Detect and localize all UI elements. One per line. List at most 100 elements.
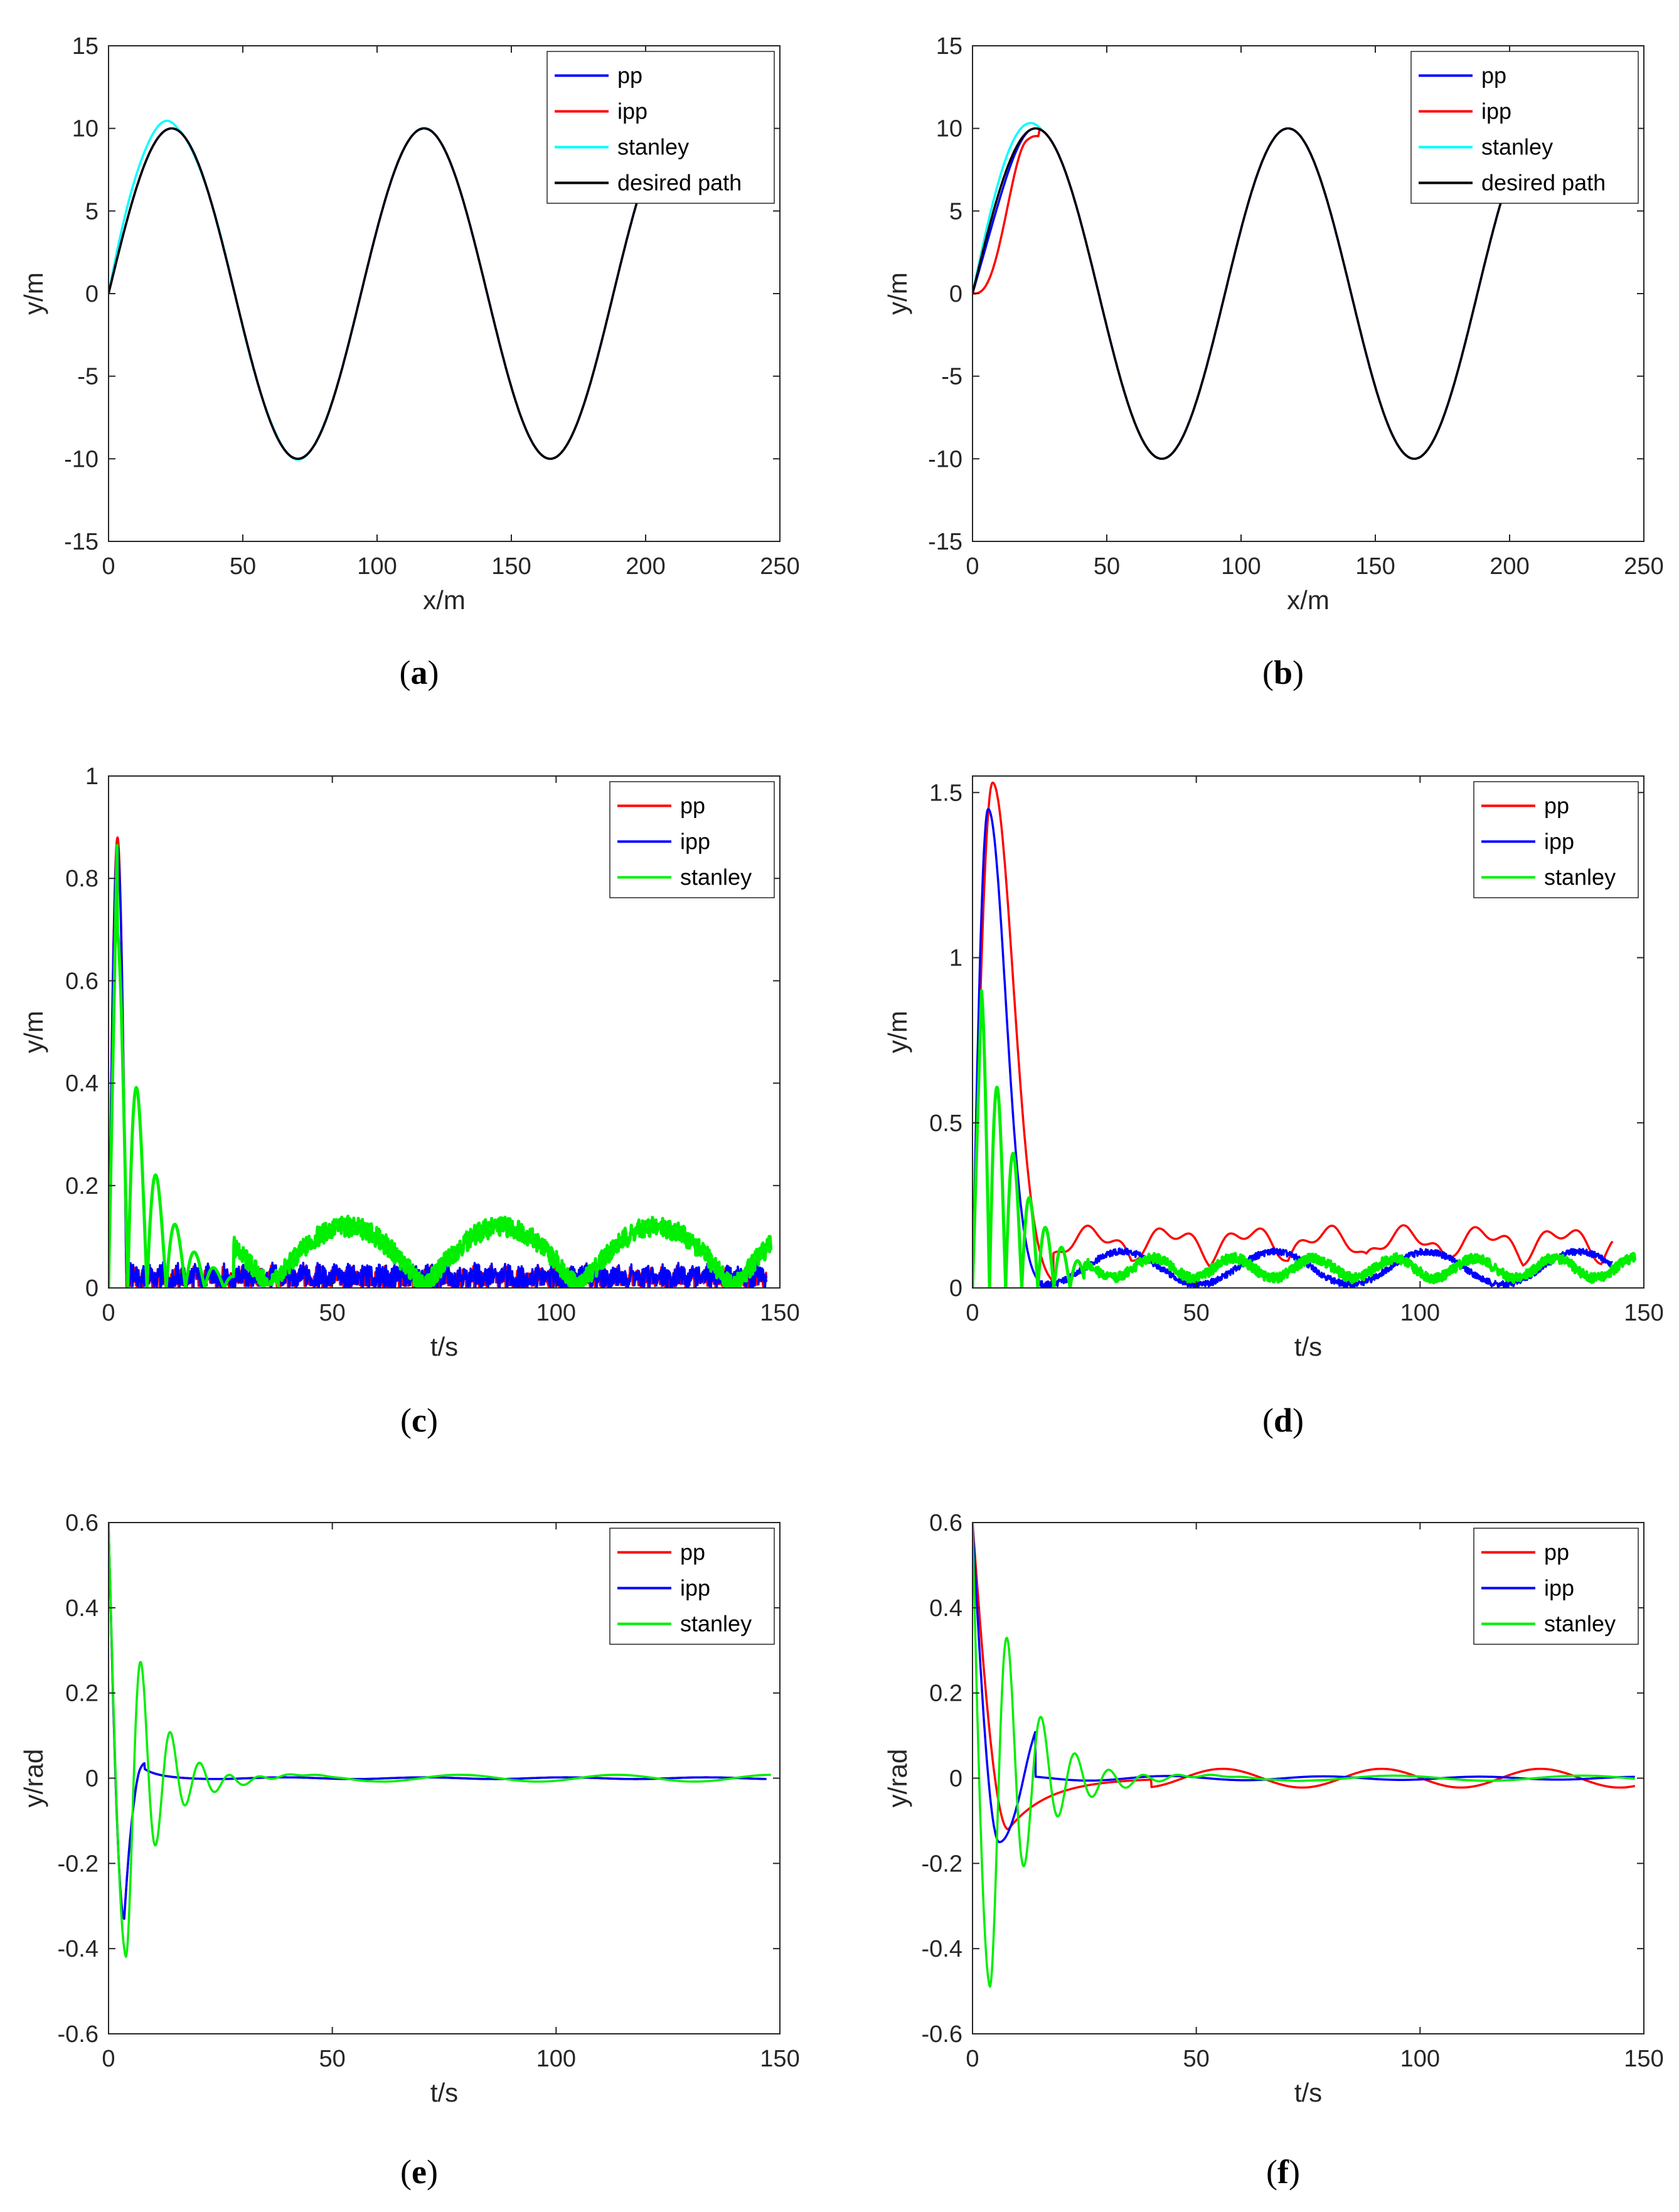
y-tick-label: 5 (949, 198, 962, 225)
y-tick-label: 0 (949, 281, 962, 307)
x-tick-label: 50 (319, 1300, 346, 1326)
x-tick-label: 200 (626, 553, 665, 580)
x-tick-label: 100 (1400, 1300, 1440, 1326)
y-tick-label: -0.4 (58, 1936, 99, 1962)
y-tick-label: 1.5 (929, 780, 962, 806)
panel-caption: (a) (400, 654, 439, 691)
legend: pp ipp stanley desired path (1410, 51, 1639, 204)
x-tick-label: 150 (760, 1300, 799, 1326)
legend-label-pp: pp (1544, 1539, 1569, 1565)
series-line-stanley (109, 1523, 772, 1958)
x-tick-label: 250 (1624, 553, 1663, 580)
panel-caption: (e) (400, 2153, 438, 2191)
y-tick-label: 5 (85, 198, 99, 225)
y-tick-label: 0.2 (65, 1681, 99, 1707)
y-axis-label: y/m (19, 272, 48, 315)
y-tick-label: 0.5 (929, 1110, 962, 1137)
y-tick-label: -0.2 (58, 1851, 99, 1877)
x-tick-label: 0 (966, 553, 979, 580)
legend: pp ipp stanley (1473, 781, 1639, 898)
legend-label-pp: pp (617, 63, 642, 88)
y-tick-label: 0.2 (929, 1681, 962, 1707)
series-line-pp (973, 781, 1614, 1288)
chart-f: 0 50 100 150 -0.6 -0.4 -0.2 0 0.2 0.4 0.6 t/s y/rad p… (883, 1510, 1664, 2191)
chart-a: 0 50 100 150 200 250 -15 -10 -5 0 5 10 15 x/m y/m pp ipp… (19, 33, 800, 691)
y-tick-label: 0.4 (65, 1595, 99, 1622)
legend-label-pp: pp (1481, 63, 1506, 88)
x-tick-label: 0 (102, 1300, 115, 1326)
y-tick-label: 0 (85, 1766, 99, 1792)
x-tick-label: 100 (357, 553, 397, 580)
panel-caption: (d) (1262, 1401, 1304, 1439)
x-axis-label: t/s (1294, 2078, 1322, 2107)
legend-label-ipp: ipp (1481, 98, 1511, 124)
x-axis-label: t/s (430, 2078, 458, 2107)
legend-label-desired-path: desired path (1481, 170, 1606, 196)
legend-label-stanley: stanley (1544, 864, 1616, 890)
x-tick-label: 100 (536, 1300, 576, 1326)
y-tick-label: -15 (928, 529, 962, 555)
series-line-stanley (973, 989, 1637, 1288)
y-tick-label: 0 (85, 1275, 99, 1302)
y-tick-label: 15 (936, 33, 962, 60)
series-line-desired-path (973, 127, 1511, 460)
y-tick-label: 0.6 (65, 1510, 99, 1536)
y-tick-label: -0.4 (922, 1936, 962, 1962)
legend-label-ipp: ipp (1544, 829, 1574, 854)
legend-label-ipp: ipp (617, 98, 648, 124)
y-tick-label: 0.2 (65, 1173, 99, 1199)
chart-d: 0 50 100 150 0 0.5 1 1.5 t/s y/m pp ipp stanley (d) (883, 775, 1664, 1439)
x-axis-label: x/m (423, 585, 466, 615)
x-tick-label: 100 (1221, 553, 1261, 580)
legend-label-stanley: stanley (617, 134, 689, 160)
y-tick-label: 0.4 (929, 1595, 962, 1622)
legend-label-ipp: ipp (1544, 1575, 1574, 1601)
chart-b: 0 50 100 150 200 250 -15 -10 -5 0 5 10 15 x/m y/m pp ipp… (883, 33, 1664, 691)
y-tick-label: -5 (941, 364, 962, 390)
x-tick-label: 100 (1400, 2046, 1440, 2072)
x-tick-label: 0 (966, 2046, 979, 2072)
y-tick-label: 10 (936, 116, 962, 142)
y-tick-label: -10 (928, 446, 962, 472)
x-tick-label: 50 (319, 2046, 346, 2072)
x-axis-label: t/s (1294, 1332, 1322, 1361)
y-axis-label: y/m (883, 272, 912, 315)
legend-label-stanley: stanley (680, 1611, 752, 1637)
legend: pp ipp stanley desired path (546, 51, 775, 204)
axes-box (972, 775, 1644, 1289)
x-axis-label: x/m (1287, 585, 1330, 615)
y-axis-label: y/m (19, 1011, 48, 1053)
legend-label-pp: pp (1544, 793, 1569, 819)
x-tick-label: 50 (1094, 553, 1120, 580)
y-tick-label: 0 (85, 281, 99, 307)
y-tick-label: 15 (72, 33, 99, 60)
legend: pp ipp stanley (1473, 1528, 1639, 1645)
x-tick-label: 0 (966, 1300, 979, 1326)
x-tick-label: 50 (1183, 1300, 1210, 1326)
y-tick-label: 0.8 (65, 866, 99, 892)
y-tick-label: -0.6 (58, 2021, 99, 2048)
y-tick-label: 0.6 (929, 1510, 962, 1536)
y-axis-label: y/rad (19, 1749, 48, 1807)
x-tick-label: 200 (1490, 553, 1529, 580)
x-tick-label: 50 (1183, 2046, 1210, 2072)
legend: pp ipp stanley (609, 781, 775, 898)
y-tick-label: -5 (77, 364, 99, 390)
x-tick-label: 150 (1624, 1300, 1663, 1326)
y-tick-label: 0 (949, 1766, 962, 1792)
x-tick-label: 150 (491, 553, 531, 580)
y-tick-label: -10 (64, 446, 99, 472)
series-line-pp (973, 1523, 1636, 1831)
legend-label-stanley: stanley (680, 864, 752, 890)
x-tick-label: 150 (760, 2046, 799, 2072)
legend-label-stanley: stanley (1544, 1611, 1616, 1637)
y-tick-label: 10 (72, 116, 99, 142)
panel-caption: (b) (1262, 654, 1304, 691)
x-tick-label: 150 (1624, 2046, 1663, 2072)
x-tick-label: 50 (230, 553, 256, 580)
x-tick-label: 150 (1355, 553, 1395, 580)
legend-label-pp: pp (680, 1539, 705, 1565)
x-tick-label: 0 (102, 553, 115, 580)
series-line-stanley (109, 844, 773, 1288)
y-tick-label: -0.6 (922, 2021, 962, 2048)
